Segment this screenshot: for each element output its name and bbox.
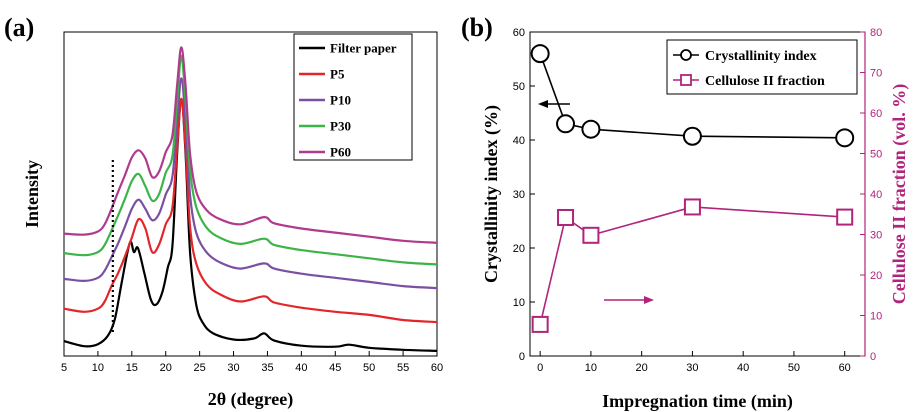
panel-b-left-y-axis-label: Crystallinity index (%): [481, 105, 502, 283]
curve-p30: [63, 54, 438, 266]
x-tick-label: 40: [737, 362, 749, 374]
legend-marker-circle: [680, 49, 692, 61]
data-point-crystallinity: [835, 128, 855, 148]
panel-b-right-y-ticks: 0 10 20 30 40 50 60 70 80: [860, 27, 882, 363]
data-point-cellulose-ii: [531, 315, 549, 333]
panel-b-left-y-ticks: 0 10 20 30 40 50 60: [513, 27, 535, 363]
panel-a-legend: [293, 33, 413, 161]
legend-label: Crystallinity index: [705, 49, 817, 64]
left-y-tick-label: 40: [513, 135, 525, 147]
data-point-cellulose-ii: [836, 208, 854, 226]
arrow-head-right: [644, 296, 654, 304]
legend-label: Cellulose II fraction: [705, 74, 825, 89]
x-tick-label: 45: [329, 362, 341, 374]
right-y-tick-label: 0: [870, 351, 876, 363]
panel-b-x-axis-label: Impregnation time (min): [602, 391, 793, 412]
legend-label: P5: [330, 67, 345, 82]
panel-a-x-ticks: 5 10 15 20 25 30 35 40 45 50 55 60: [61, 351, 443, 374]
data-point-crystallinity: [530, 44, 550, 64]
left-y-tick-label: 0: [519, 351, 525, 363]
right-y-tick-label: 70: [870, 68, 882, 80]
curve-p60: [63, 46, 438, 244]
x-tick-label: 10: [92, 362, 104, 374]
panel-a-legend-entries: Filter paper P5 P10 P30 P60: [299, 41, 397, 160]
x-tick-label: 50: [788, 362, 800, 374]
data-point-crystallinity: [682, 126, 702, 146]
panel-b-legend: [666, 39, 858, 95]
legend-label: P10: [330, 93, 351, 108]
right-y-tick-label: 80: [870, 27, 882, 39]
x-tick-label: 30: [227, 362, 239, 374]
panel-a-label: (a): [4, 13, 34, 42]
panel-a-y-axis-label: Intensity: [22, 160, 42, 228]
panel-b-x-ticks: 0 10 20 30 40 50 60: [537, 351, 851, 374]
panel-b-series: [530, 44, 855, 333]
x-tick-label: 10: [585, 362, 597, 374]
panel-b-right-y-axis-label: Cellulose II fraction (vol. %): [889, 84, 910, 304]
panel-a: (a) 5 10 15 20 25 30 35 40 45 50 55 60 Filter paper…: [4, 13, 443, 410]
left-y-tick-label: 50: [513, 81, 525, 93]
legend-marker-square: [680, 74, 692, 86]
data-point-crystallinity: [581, 119, 601, 139]
left-y-tick-label: 20: [513, 243, 525, 255]
left-y-tick-label: 30: [513, 189, 525, 201]
data-point-cellulose-ii: [582, 226, 600, 244]
left-y-tick-label: 10: [513, 297, 525, 309]
right-y-tick-label: 10: [870, 311, 882, 323]
right-y-tick-label: 50: [870, 149, 882, 161]
arrow-head-left: [538, 100, 548, 108]
right-y-tick-label: 30: [870, 230, 882, 242]
right-y-tick-label: 60: [870, 108, 882, 120]
x-tick-label: 25: [194, 362, 206, 374]
x-tick-label: 40: [295, 362, 307, 374]
right-y-tick-label: 40: [870, 189, 882, 201]
legend-label: Filter paper: [330, 41, 397, 56]
curve-p5: [63, 97, 438, 324]
series-line-cellulose-ii-fraction: [539, 206, 845, 325]
x-tick-label: 5: [61, 362, 67, 374]
curve-p10: [63, 77, 438, 290]
panel-a-x-axis-label: 2θ (degree): [208, 389, 294, 410]
x-tick-label: 0: [537, 362, 543, 374]
x-tick-label: 55: [397, 362, 409, 374]
x-tick-label: 60: [431, 362, 443, 374]
data-point-crystallinity: [556, 114, 576, 134]
x-tick-label: 35: [261, 362, 273, 374]
x-tick-label: 20: [160, 362, 172, 374]
x-tick-label: 20: [636, 362, 648, 374]
panel-b-axis-arrows: [538, 100, 654, 304]
right-y-tick-label: 20: [870, 270, 882, 282]
panel-b-label: (b): [461, 13, 493, 42]
panel-b-legend-entries: Crystallinity index Cellulose II fraction: [673, 49, 825, 89]
x-tick-label: 30: [686, 362, 698, 374]
x-tick-label: 50: [363, 362, 375, 374]
panel-b: (b) 0 10 20 30 40 50 60 0 10 20 30 40 50 60 0 10 20 30 4…: [461, 13, 910, 412]
x-tick-label: 60: [839, 362, 851, 374]
legend-label: P30: [330, 119, 351, 134]
legend-label: P60: [330, 145, 351, 160]
panel-a-curves: [63, 46, 438, 352]
x-tick-label: 15: [126, 362, 138, 374]
panel-a-plot-frame: [63, 31, 438, 357]
data-point-cellulose-ii: [557, 208, 575, 226]
left-y-tick-label: 60: [513, 27, 525, 39]
data-point-cellulose-ii: [683, 198, 701, 216]
